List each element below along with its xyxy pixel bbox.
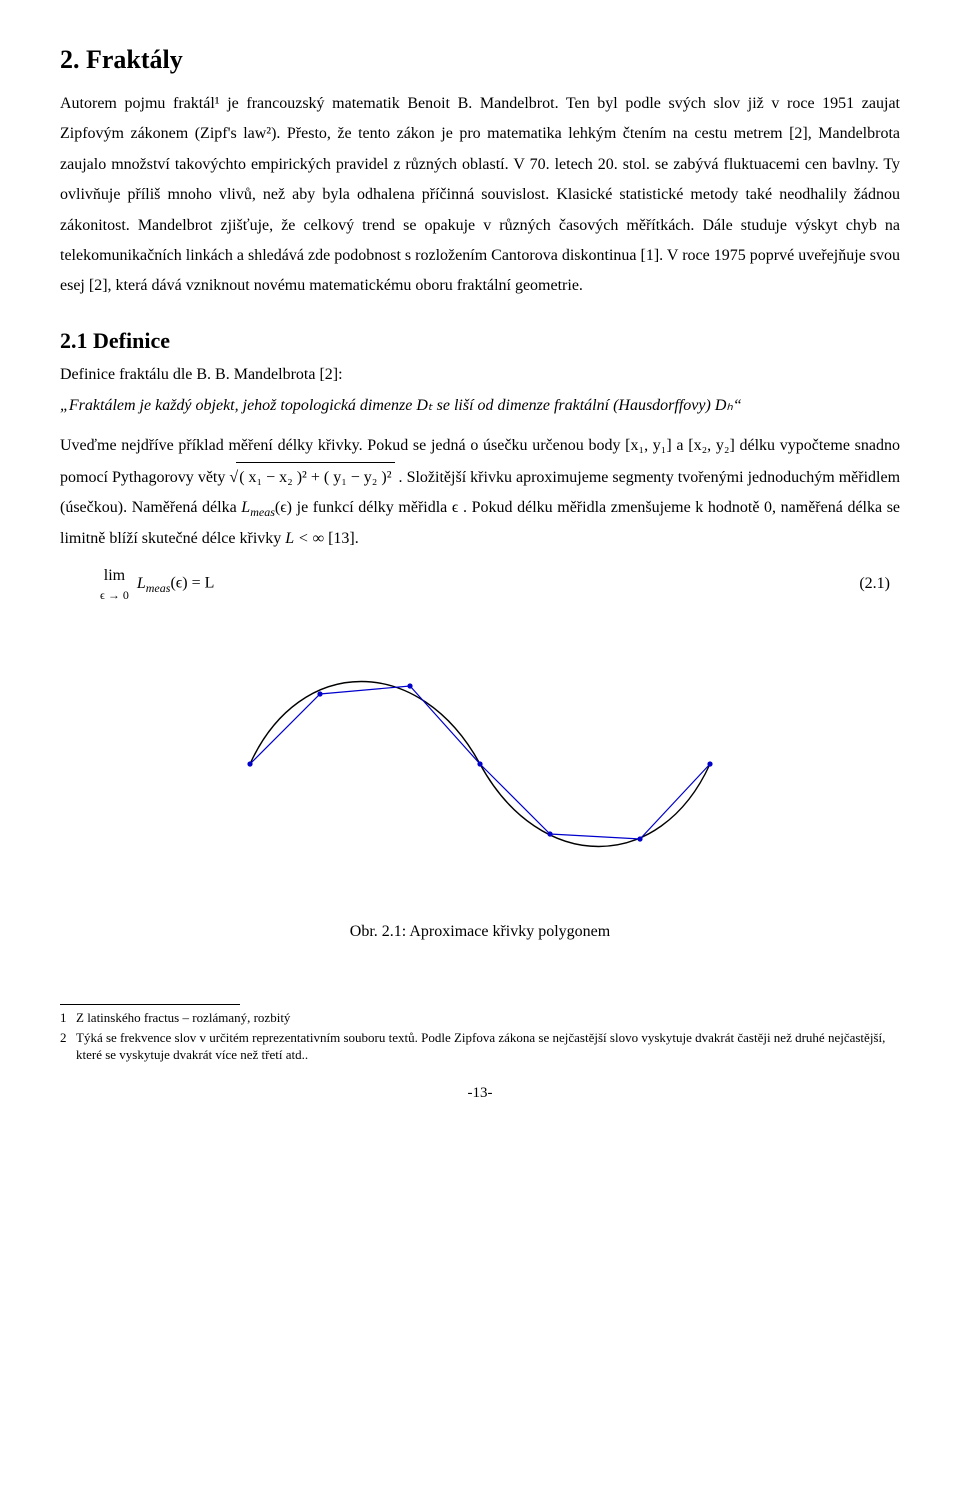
lim-bot: ϵ → 0 [100, 586, 129, 604]
footnote-1: 1 Z latinského fractus – rozlámaný, rozb… [60, 1009, 900, 1027]
lim-operator: lim ϵ → 0 [100, 564, 129, 604]
section-number: 2.1 [60, 328, 88, 353]
footnote-2-text: Týká se frekvence slov v určitém repreze… [76, 1029, 900, 1064]
definition-quote: „Fraktálem je každý objekt, jehož topolo… [60, 391, 900, 421]
sqrt-inner: ( x₁ − x₂ )² + ( y₁ − y₂ )² [236, 462, 394, 493]
p2-e: [13]. [328, 530, 359, 547]
equation-body: lim ϵ → 0 Lmeas(ϵ) = L [100, 564, 214, 604]
footnote-2: 2 Týká se frekvence slov v určitém repre… [60, 1029, 900, 1064]
lim-top: lim [100, 564, 129, 588]
footnote-1-num: 1 [60, 1009, 76, 1027]
p2-eps2: ϵ [452, 499, 458, 516]
chapter-title: Fraktály [86, 45, 183, 74]
p2-eps1: (ϵ) [275, 499, 292, 516]
footnote-2-num: 2 [60, 1029, 76, 1064]
definition-lead: Definice fraktálu dle B. B. Mandelbrota … [60, 363, 900, 387]
sqrt-formula: √( x₁ − x₂ )² + ( y₁ − y₂ )² [229, 469, 394, 486]
section-heading: 2.1 Definice [60, 324, 900, 357]
eq-L: L [137, 575, 146, 592]
footnote-rule [60, 1004, 240, 1005]
p2-Lmeas: L [241, 499, 250, 516]
figure-svg [190, 614, 770, 894]
page-number: -13- [60, 1082, 900, 1105]
figure-2-1: Obr. 2.1: Aproximace křivky polygonem [60, 614, 900, 944]
footnotes: 1 Z latinského fractus – rozlámaný, rozb… [60, 1009, 900, 1064]
chapter-number: 2. [60, 45, 80, 74]
footnote-1-text: Z latinského fractus – rozlámaný, rozbit… [76, 1009, 290, 1027]
p2-Lless: L < ∞ [285, 530, 324, 547]
paragraph-2: Uveďme nejdříve příklad měření délky kři… [60, 431, 900, 554]
p2-meas-sub: meas [250, 505, 275, 519]
figure-caption: Obr. 2.1: Aproximace křivky polygonem [60, 920, 900, 944]
p2-c: je funkcí délky měřidla [297, 499, 452, 516]
paragraph-1: Autorem pojmu fraktál¹ je francouzský ma… [60, 89, 900, 302]
eq-rest: (ϵ) = L [170, 575, 214, 592]
section-title: Definice [93, 328, 170, 353]
equation-number: (2.1) [859, 572, 900, 596]
equation-2-1: lim ϵ → 0 Lmeas(ϵ) = L (2.1) [100, 564, 900, 604]
eq-sub: meas [146, 581, 171, 595]
chapter-heading: 2. Fraktály [60, 40, 900, 79]
